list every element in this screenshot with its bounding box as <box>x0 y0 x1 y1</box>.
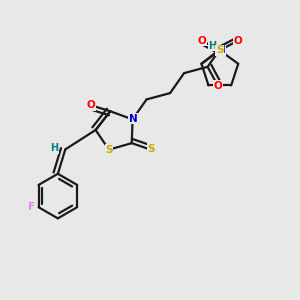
Text: S: S <box>105 145 113 155</box>
Text: S: S <box>216 45 224 56</box>
Text: S: S <box>147 144 155 154</box>
Text: O: O <box>213 81 222 91</box>
Text: F: F <box>28 202 36 212</box>
Text: N: N <box>129 114 137 124</box>
Text: H: H <box>50 143 58 153</box>
Text: O: O <box>234 36 242 46</box>
Text: N: N <box>217 46 226 56</box>
Text: O: O <box>86 100 95 110</box>
Text: O: O <box>197 36 206 46</box>
Text: H: H <box>208 41 217 51</box>
